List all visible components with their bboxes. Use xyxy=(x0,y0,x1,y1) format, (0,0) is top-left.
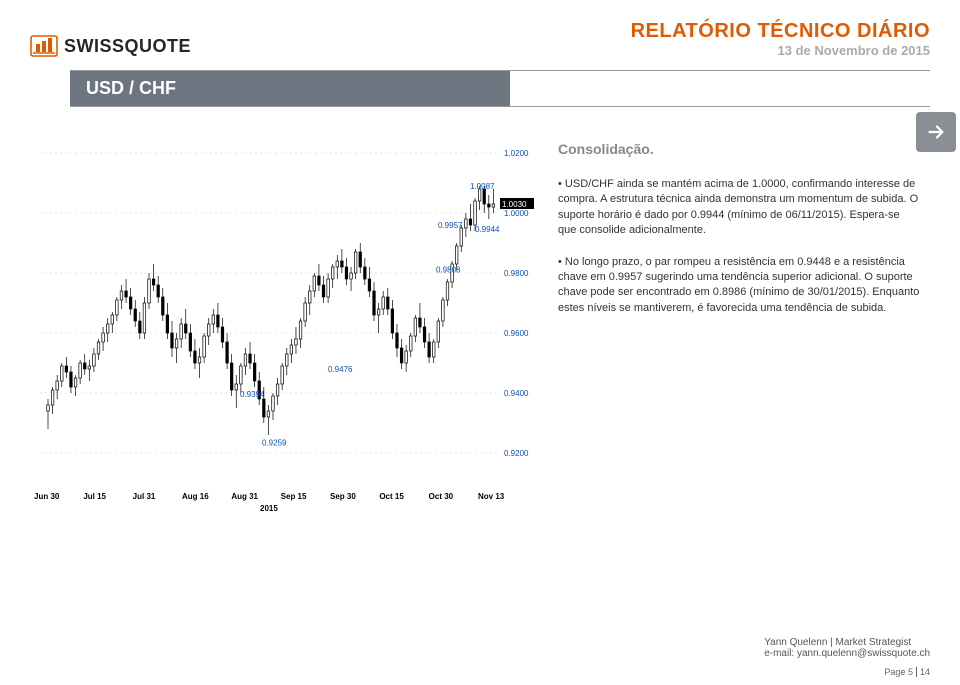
svg-text:Jun 30: Jun 30 xyxy=(34,492,60,501)
svg-text:Oct 30: Oct 30 xyxy=(429,492,454,501)
analysis-paragraph-2: • No longo prazo, o par rompeu a resistê… xyxy=(558,255,920,317)
svg-text:1.0000: 1.0000 xyxy=(504,209,529,218)
logo-mark-icon xyxy=(30,34,58,58)
svg-text:0.9808: 0.9808 xyxy=(436,266,461,275)
analysis-paragraph-1: • USD/CHF ainda se mantém acima de 1.000… xyxy=(558,177,920,239)
author-name: Yann Quelenn | Market Strategist xyxy=(764,637,930,648)
brand-name: SWISSQUOTE xyxy=(64,36,191,57)
report-date: 13 de Novembro de 2015 xyxy=(631,43,930,58)
svg-text:0.9600: 0.9600 xyxy=(504,329,529,338)
svg-text:0.9800: 0.9800 xyxy=(504,269,529,278)
candlestick-chart: 1.0200 1.0000 0.9800 0.9600 0.9400 0.9200 1.00… xyxy=(30,113,540,523)
next-arrow-icon[interactable] xyxy=(916,112,956,152)
svg-text:0.9957: 0.9957 xyxy=(438,221,463,230)
svg-text:Nov 13: Nov 13 xyxy=(478,492,505,501)
divider xyxy=(70,106,930,107)
analysis-heading: Consolidação. xyxy=(558,141,920,157)
svg-text:Jul 31: Jul 31 xyxy=(133,492,156,501)
author-email: e-mail: yann.quelenn@swissquote.ch xyxy=(764,648,930,659)
svg-text:0.9476: 0.9476 xyxy=(328,365,353,374)
svg-text:1.0030: 1.0030 xyxy=(502,200,527,209)
svg-text:Jul 15: Jul 15 xyxy=(83,492,106,501)
page-number: Page 514 xyxy=(884,667,930,677)
author-credits: Yann Quelenn | Market Strategist e-mail:… xyxy=(764,637,930,659)
pair-band: USD / CHF xyxy=(70,71,510,106)
pair-label: USD / CHF xyxy=(86,78,176,99)
svg-text:0.9944: 0.9944 xyxy=(475,225,500,234)
svg-text:Oct 15: Oct 15 xyxy=(379,492,404,501)
svg-text:Sep 30: Sep 30 xyxy=(330,492,356,501)
svg-text:2015: 2015 xyxy=(260,504,278,513)
svg-text:Aug 16: Aug 16 xyxy=(182,492,209,501)
svg-text:0.9259: 0.9259 xyxy=(262,438,287,447)
svg-text:1.0087: 1.0087 xyxy=(470,182,495,191)
brand-logo: SWISSQUOTE xyxy=(30,34,191,58)
svg-text:Sep 15: Sep 15 xyxy=(281,492,307,501)
svg-text:Aug 31: Aug 31 xyxy=(231,492,258,501)
svg-text:0.9400: 0.9400 xyxy=(504,389,529,398)
svg-text:0.9394: 0.9394 xyxy=(240,390,265,399)
svg-text:1.0200: 1.0200 xyxy=(504,149,529,158)
svg-text:0.9200: 0.9200 xyxy=(504,449,529,458)
report-title: RELATÓRIO TÉCNICO DIÁRIO xyxy=(631,20,930,43)
